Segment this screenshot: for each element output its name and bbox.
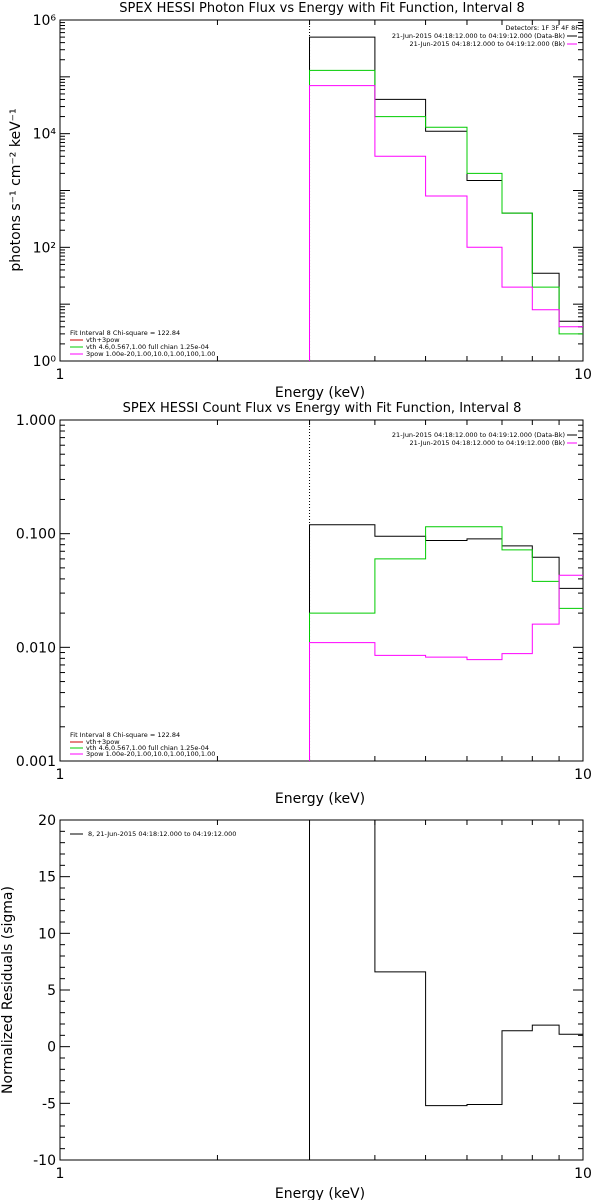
panel1-plot: 1 10 10⁰ 10² 10⁴ 10⁶ (33, 13, 592, 383)
y-tick-label: 10⁶ (33, 13, 57, 29)
y-tick-label: 0.010 (16, 640, 56, 656)
plot-frame-1 (59, 19, 584, 362)
y-tick-label: 1.000 (16, 413, 56, 429)
panel2-legend-vth3pow: vth+3pow (86, 738, 120, 746)
panel1-legend: vth+3pow vth 4.6,0.567,1.00 full chian 1… (70, 336, 215, 358)
panel1-interval-bk: 21-Jun-2015 04:18:12.000 to 04:19:12.000… (410, 40, 565, 48)
panel-photon-flux: SPEX HESSI Photon Flux vs Energy with Fi… (8, 1, 592, 401)
series-line-1-0 (309, 36, 583, 361)
panel1-xlabel: Energy (keV) (275, 385, 365, 401)
panel2-legend-3pow: 3pow 1.00e-20,1.00,10.0,1.00,100,1.00 (86, 750, 215, 758)
y-tick-label: 0 (47, 1040, 56, 1056)
panel3-xlabel: Energy (keV) (275, 1186, 365, 1200)
y-tick-label: 0.100 (16, 527, 56, 543)
panel1-fit-label: Fit Interval 8 Chi-square = 122.84 (70, 329, 180, 337)
plot-frame-2 (59, 419, 584, 762)
series-line-3-0 (309, 819, 583, 1160)
x-tick-label: 1 (56, 1166, 65, 1182)
x-tick-label: 10 (574, 367, 592, 383)
y-tick-label: 10⁰ (33, 354, 57, 370)
y-tick-label: -10 (33, 1153, 56, 1169)
y-tick-label: 20 (38, 813, 56, 829)
series-line-1-3 (309, 85, 583, 361)
panel3-plot: 1 10 -10 -5 0 5 10 15 20 (33, 813, 592, 1182)
panel3-ylabel: Normalized Residuals (sigma) (0, 886, 16, 1094)
y-tick-label: 10⁴ (33, 127, 57, 143)
panel-count-flux: SPEX HESSI Count Flux vs Energy with Fit… (16, 401, 592, 807)
panel2-xlabel: Energy (keV) (275, 791, 365, 807)
panel2-title: SPEX HESSI Count Flux vs Energy with Fit… (123, 401, 522, 416)
y-tick-label: 15 (38, 870, 56, 886)
series-line-2-3 (309, 574, 583, 761)
panel2-interval-bk: 21-Jun-2015 04:18:12.000 to 04:19:12.000… (410, 439, 565, 447)
panel2-legend-vth: vth 4.6,0.567,1.00 full chian 1.25e-04 (86, 744, 209, 752)
y-tick-label: 5 (47, 983, 56, 999)
x-tick-label: 1 (56, 367, 65, 383)
panel1-title: SPEX HESSI Photon Flux vs Energy with Fi… (119, 1, 525, 16)
panel2-fit-label: Fit Interval 8 Chi-square = 122.84 (70, 731, 180, 739)
panel2-interval-data: 21-Jun-2015 04:18:12.000 to 04:19:12.000… (392, 431, 565, 439)
plot-frame-3 (59, 819, 584, 1161)
x-tick-label: 10 (574, 767, 592, 783)
panel1-interval-data: 21-Jun-2015 04:18:12.000 to 04:19:12.000… (392, 32, 565, 40)
panel1-ylabel: photons s⁻¹ cm⁻² keV⁻¹ (8, 108, 24, 271)
panel-residuals: Energy (keV) Normalized Residuals (sigma… (0, 813, 592, 1200)
series-line-2-2 (309, 526, 583, 761)
y-tick-label: 10 (38, 926, 56, 942)
panel2-plot: 1 10 0.001 0.010 0.100 1.000 (16, 413, 592, 783)
y-tick-label: 0.001 (16, 754, 56, 770)
y-tick-label: -5 (42, 1096, 56, 1112)
series-line-1-2 (309, 69, 583, 361)
panel1-detectors: Detectors: 1F 3F 4F 8F (505, 24, 579, 32)
panel1-legend-vth: vth 4.6,0.567,1.00 full chian 1.25e-04 (86, 343, 209, 351)
panel3-legend-label: 8, 21-Jun-2015 04:18:12.000 to 04:19:12.… (88, 830, 236, 838)
panel1-legend-3pow: 3pow 1.00e-20,1.00,10.0,1.00,100,1.00 (86, 350, 215, 358)
x-tick-label: 1 (56, 767, 65, 783)
y-tick-label: 10² (33, 240, 56, 256)
panel1-legend-vth3pow: vth+3pow (86, 336, 120, 344)
panel2-legend: vth+3pow vth 4.6,0.567,1.00 full chian 1… (70, 738, 215, 758)
series-line-2-0 (309, 524, 583, 761)
x-tick-label: 10 (574, 1166, 592, 1182)
